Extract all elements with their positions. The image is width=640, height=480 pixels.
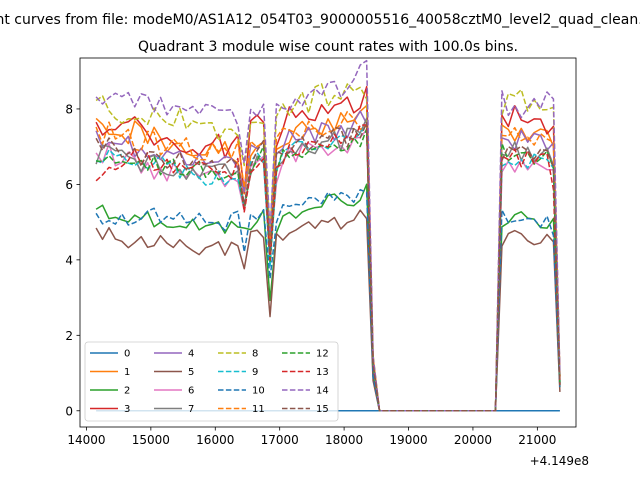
legend-label-12: 12	[316, 349, 329, 360]
legend-label-0: 0	[124, 349, 130, 360]
legend-label-1: 1	[124, 367, 130, 378]
legend-label-5: 5	[188, 367, 194, 378]
y-tick-label: 6	[65, 178, 73, 192]
axes: 14000 15000 16000 17000 18000 19000 20000 21000…	[65, 57, 577, 447]
legend-label-8: 8	[252, 349, 258, 360]
y-tick-label: 4	[65, 253, 73, 267]
axes-frame	[79, 57, 577, 428]
legend-box	[84, 341, 339, 422]
y-tick-label: 0	[65, 404, 73, 418]
legend-label-6: 6	[188, 386, 194, 397]
x-tick-label: 15000	[132, 433, 170, 447]
series-line-8	[95, 83, 561, 412]
legend-label-3: 3	[124, 404, 130, 415]
x-tick-label: 17000	[261, 433, 299, 447]
x-tick-label: 20000	[454, 433, 492, 447]
x-tick-label: 19000	[389, 433, 427, 447]
y-tick-label: 8	[65, 102, 73, 116]
legend-label-10: 10	[252, 386, 265, 397]
legend-label-7: 7	[188, 404, 194, 415]
chart-title: Quadrant 3 module wise count rates with …	[138, 39, 518, 55]
x-offset-label: +4.149e8	[530, 454, 589, 468]
legend-label-13: 13	[316, 367, 329, 378]
legend-label-15: 15	[316, 404, 329, 415]
series-lines	[95, 59, 561, 412]
legend-label-9: 9	[252, 367, 258, 378]
x-tick-label: 14000	[67, 433, 105, 447]
series-line-10	[95, 188, 561, 412]
x-tick-label: 16000	[196, 433, 234, 447]
series-line-15	[95, 121, 561, 412]
y-tick-label: 2	[65, 329, 73, 343]
legend-label-11: 11	[252, 404, 265, 415]
legend-label-14: 14	[316, 386, 329, 397]
x-tick-label: 18000	[325, 433, 363, 447]
series-line-13	[95, 124, 561, 412]
legend-label-2: 2	[124, 386, 130, 397]
legend-label-4: 4	[188, 349, 194, 360]
x-tick-label: 21000	[518, 433, 556, 447]
figure-suptitle: Light curves from file: modeM0/AS1A12_05…	[0, 12, 640, 28]
